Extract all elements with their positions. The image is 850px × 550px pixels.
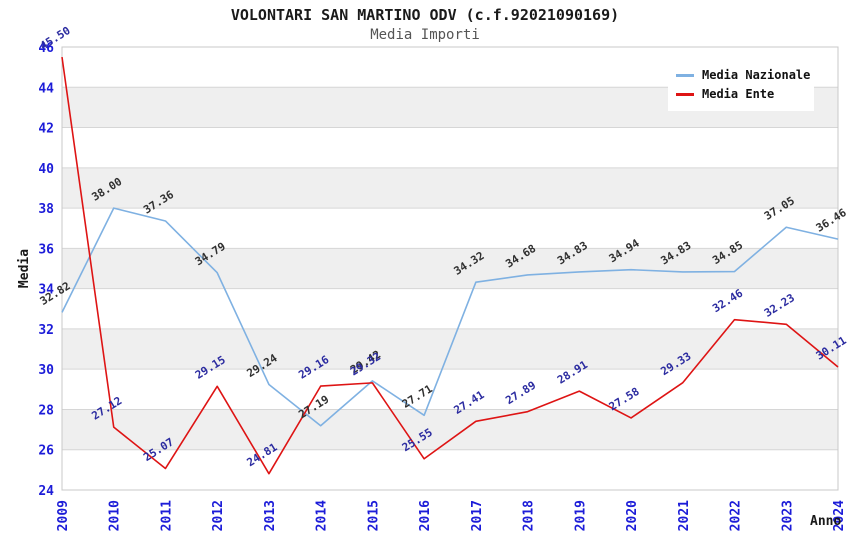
point-label: 32.23 bbox=[762, 291, 797, 320]
y-tick-label: 40 bbox=[38, 162, 54, 177]
plot-band bbox=[62, 409, 838, 450]
x-tick-label: 2018 bbox=[522, 500, 537, 531]
x-tick-label: 2010 bbox=[108, 500, 123, 531]
legend-item-media-ente: Media Ente bbox=[676, 86, 806, 102]
y-tick-label: 28 bbox=[38, 403, 54, 418]
x-tick-label: 2014 bbox=[315, 500, 330, 531]
y-tick-label: 42 bbox=[38, 122, 54, 137]
x-tick-label: 2009 bbox=[56, 500, 71, 531]
y-tick-label: 38 bbox=[38, 202, 54, 217]
plot-band bbox=[62, 167, 838, 209]
series-line-media-nazionale bbox=[61, 207, 839, 427]
y-tick-label: 44 bbox=[38, 81, 54, 96]
legend-swatch-media-ente bbox=[676, 92, 694, 96]
x-tick-label: 2023 bbox=[780, 500, 795, 531]
point-label: 27.71 bbox=[400, 382, 435, 411]
x-tick-label: 2019 bbox=[573, 500, 588, 531]
legend-swatch-media-nazionale bbox=[676, 73, 694, 77]
x-axis-title: Anno bbox=[810, 514, 841, 529]
y-tick-label: 24 bbox=[38, 484, 54, 499]
y-axis-title: Media bbox=[17, 249, 32, 288]
x-tick-label: 2024 bbox=[832, 500, 847, 531]
chart-subtitle: Media Importi bbox=[370, 27, 480, 43]
chart-title: VOLONTARI SAN MARTINO ODV (c.f.920210901… bbox=[230, 6, 620, 24]
y-tick-label: 32 bbox=[38, 323, 54, 338]
plot-border bbox=[61, 46, 839, 491]
legend-item-media-nazionale: Media Nazionale bbox=[676, 67, 810, 83]
x-tick-label: 2017 bbox=[470, 500, 485, 531]
x-tick-label: 2022 bbox=[729, 500, 744, 531]
point-label: 32.46 bbox=[710, 286, 745, 315]
y-tick-label: 26 bbox=[38, 444, 54, 459]
x-tick-label: 2015 bbox=[366, 500, 381, 531]
y-tick-label: 36 bbox=[38, 242, 54, 257]
legend-label-media-nazionale: Media Nazionale bbox=[702, 68, 811, 82]
x-tick-label: 2020 bbox=[625, 500, 640, 531]
legend-label-media-ente: Media Ente bbox=[702, 87, 775, 101]
x-tick-label: 2016 bbox=[418, 500, 433, 531]
x-tick-label: 2011 bbox=[159, 500, 174, 531]
x-tick-label: 2021 bbox=[677, 500, 692, 531]
plot-band bbox=[62, 248, 838, 289]
point-label: 36.46 bbox=[814, 206, 849, 235]
y-tick-label: 34 bbox=[38, 283, 54, 298]
y-tick-label: 30 bbox=[38, 363, 54, 378]
x-tick-label: 2013 bbox=[263, 500, 278, 531]
x-tick-label: 2012 bbox=[211, 500, 226, 531]
point-label: 27.89 bbox=[503, 379, 538, 408]
point-label: 45.50 bbox=[38, 24, 73, 53]
legend: Media Nazionale Media Ente bbox=[668, 60, 814, 111]
y-tick-label: 46 bbox=[38, 41, 54, 56]
series-line-media-ente bbox=[61, 56, 839, 475]
